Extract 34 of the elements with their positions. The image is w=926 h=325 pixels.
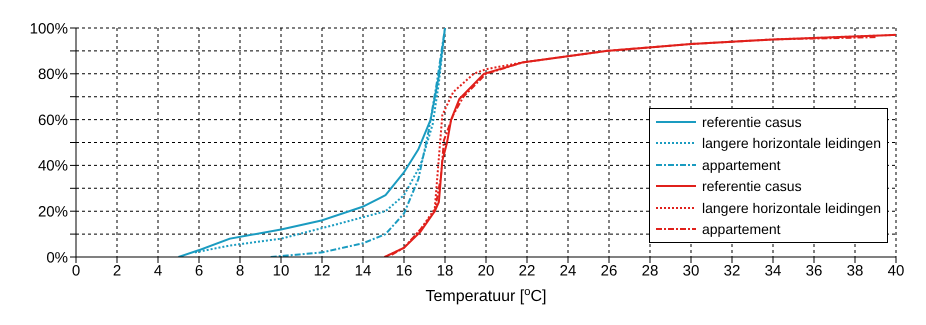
- x-axis-title: Temperatuur [$^{o}$C]: [426, 286, 546, 305]
- y-tick-label: 40%: [38, 158, 68, 175]
- y-tick-label: 100%: [30, 20, 68, 38]
- x-tick-label: 2: [112, 262, 122, 280]
- x-tick-label: 22: [518, 262, 536, 280]
- x-tick-label: 18: [436, 262, 454, 280]
- x-tick-label: 6: [194, 262, 204, 280]
- y-tick-label: 20%: [38, 204, 68, 221]
- x-tick-label: 34: [764, 262, 782, 280]
- x-tick-label: 38: [846, 262, 864, 280]
- x-tick-label: 0: [72, 262, 80, 280]
- x-tick-label: 20: [478, 262, 494, 280]
- x-tick-label: 32: [724, 262, 740, 280]
- x-tick-label: 40: [888, 262, 904, 280]
- x-tick-label: 10: [272, 262, 290, 280]
- legend-label: referentie casus: [702, 114, 802, 130]
- x-tick-label: 24: [560, 262, 576, 280]
- x-tick-label: 30: [682, 262, 700, 280]
- legend-label: referentie casus: [702, 178, 802, 194]
- x-tick-label: 14: [354, 262, 372, 280]
- x-tick-label: 8: [236, 262, 244, 280]
- x-tick-label: 4: [154, 262, 162, 280]
- legend-label: appartement: [702, 221, 781, 238]
- x-tick-label: 12: [314, 262, 330, 280]
- x-tick-label: 26: [600, 262, 618, 280]
- x-tick-label: 28: [642, 262, 658, 280]
- legend-label: langere horizontale leidingen: [702, 200, 881, 216]
- y-tick-label: 0%: [46, 249, 68, 266]
- legend-label: appartement: [702, 156, 781, 173]
- y-tick-label: 60%: [38, 112, 68, 129]
- legend-label: langere horizontale leidingen: [702, 135, 881, 152]
- x-tick-label: 36: [806, 262, 822, 280]
- x-tick-label: 16: [396, 262, 412, 280]
- y-tick-label: 80%: [38, 66, 68, 84]
